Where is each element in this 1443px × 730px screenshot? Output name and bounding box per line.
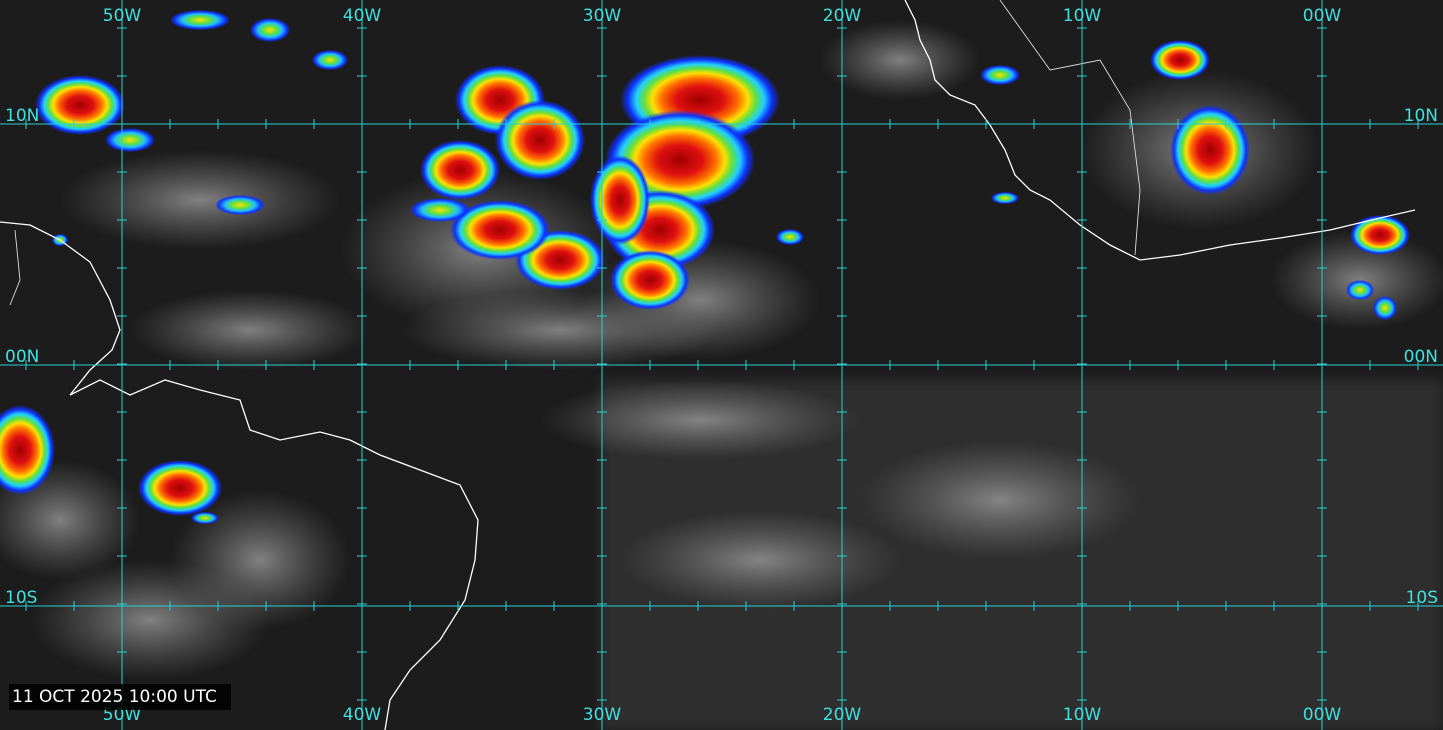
latitude-label-right: 10S [1406,588,1438,608]
convective-cloud [1170,105,1250,195]
convective-cloud [1350,215,1410,255]
convective-cloud [495,100,585,180]
cloud [130,290,370,370]
longitude-label-top: 50W [103,6,142,26]
small-convection [250,18,290,42]
longitude-label-bottom: 00W [1303,705,1342,725]
convective-cloud [450,200,550,260]
cloud [1270,230,1443,330]
border-africa [999,0,1141,256]
longitude-label-top: 00W [1303,6,1342,26]
longitude-label-bottom: 40W [343,705,382,725]
coast-africa [904,0,1416,261]
cloud [60,150,340,250]
border-guianas [9,229,21,306]
longitude-label-bottom: 20W [823,705,862,725]
small-convection [215,195,265,215]
small-convection [312,50,348,70]
latitude-label-left: 10S [5,588,37,608]
cloud-layer [0,20,1443,680]
convective-cloud [0,405,55,495]
convective-cloud [420,140,500,200]
small-convection [776,229,804,245]
cloud [620,510,900,610]
convective-cloud [610,250,690,310]
cloud [820,20,980,100]
longitude-label-top: 20W [823,6,862,26]
small-convection [980,65,1020,85]
latitude-label-right: 00N [1404,347,1438,367]
small-convection [1373,296,1397,320]
longitude-label-bottom: 10W [1063,705,1102,725]
coast-south-america [0,221,479,730]
longitude-label-top: 30W [583,6,622,26]
latitude-label-right: 10N [1404,106,1438,126]
longitude-label-top: 10W [1063,6,1102,26]
cloud [170,490,350,630]
timestamp: 11 OCT 2025 10:00 UTC [12,687,217,707]
convective-cloud [1150,40,1210,80]
longitude-label-bottom: 30W [583,705,622,725]
cloud [540,380,860,460]
small-convection [191,512,219,524]
convective-cloud [35,75,125,135]
small-convection [170,10,230,30]
timestamp-box [9,684,231,710]
latitude-label-left: 10N [5,106,39,126]
cloud [400,290,720,370]
convection-layer [0,10,1410,524]
convective-cloud [138,460,222,516]
cloud [860,440,1140,560]
small-convection [410,198,470,222]
longitude-label-top: 40W [343,6,382,26]
small-convection [1346,280,1374,300]
small-convection [991,192,1019,204]
convective-cloud [590,155,650,245]
latitude-label-left: 00N [5,347,39,367]
small-convection [105,128,155,152]
